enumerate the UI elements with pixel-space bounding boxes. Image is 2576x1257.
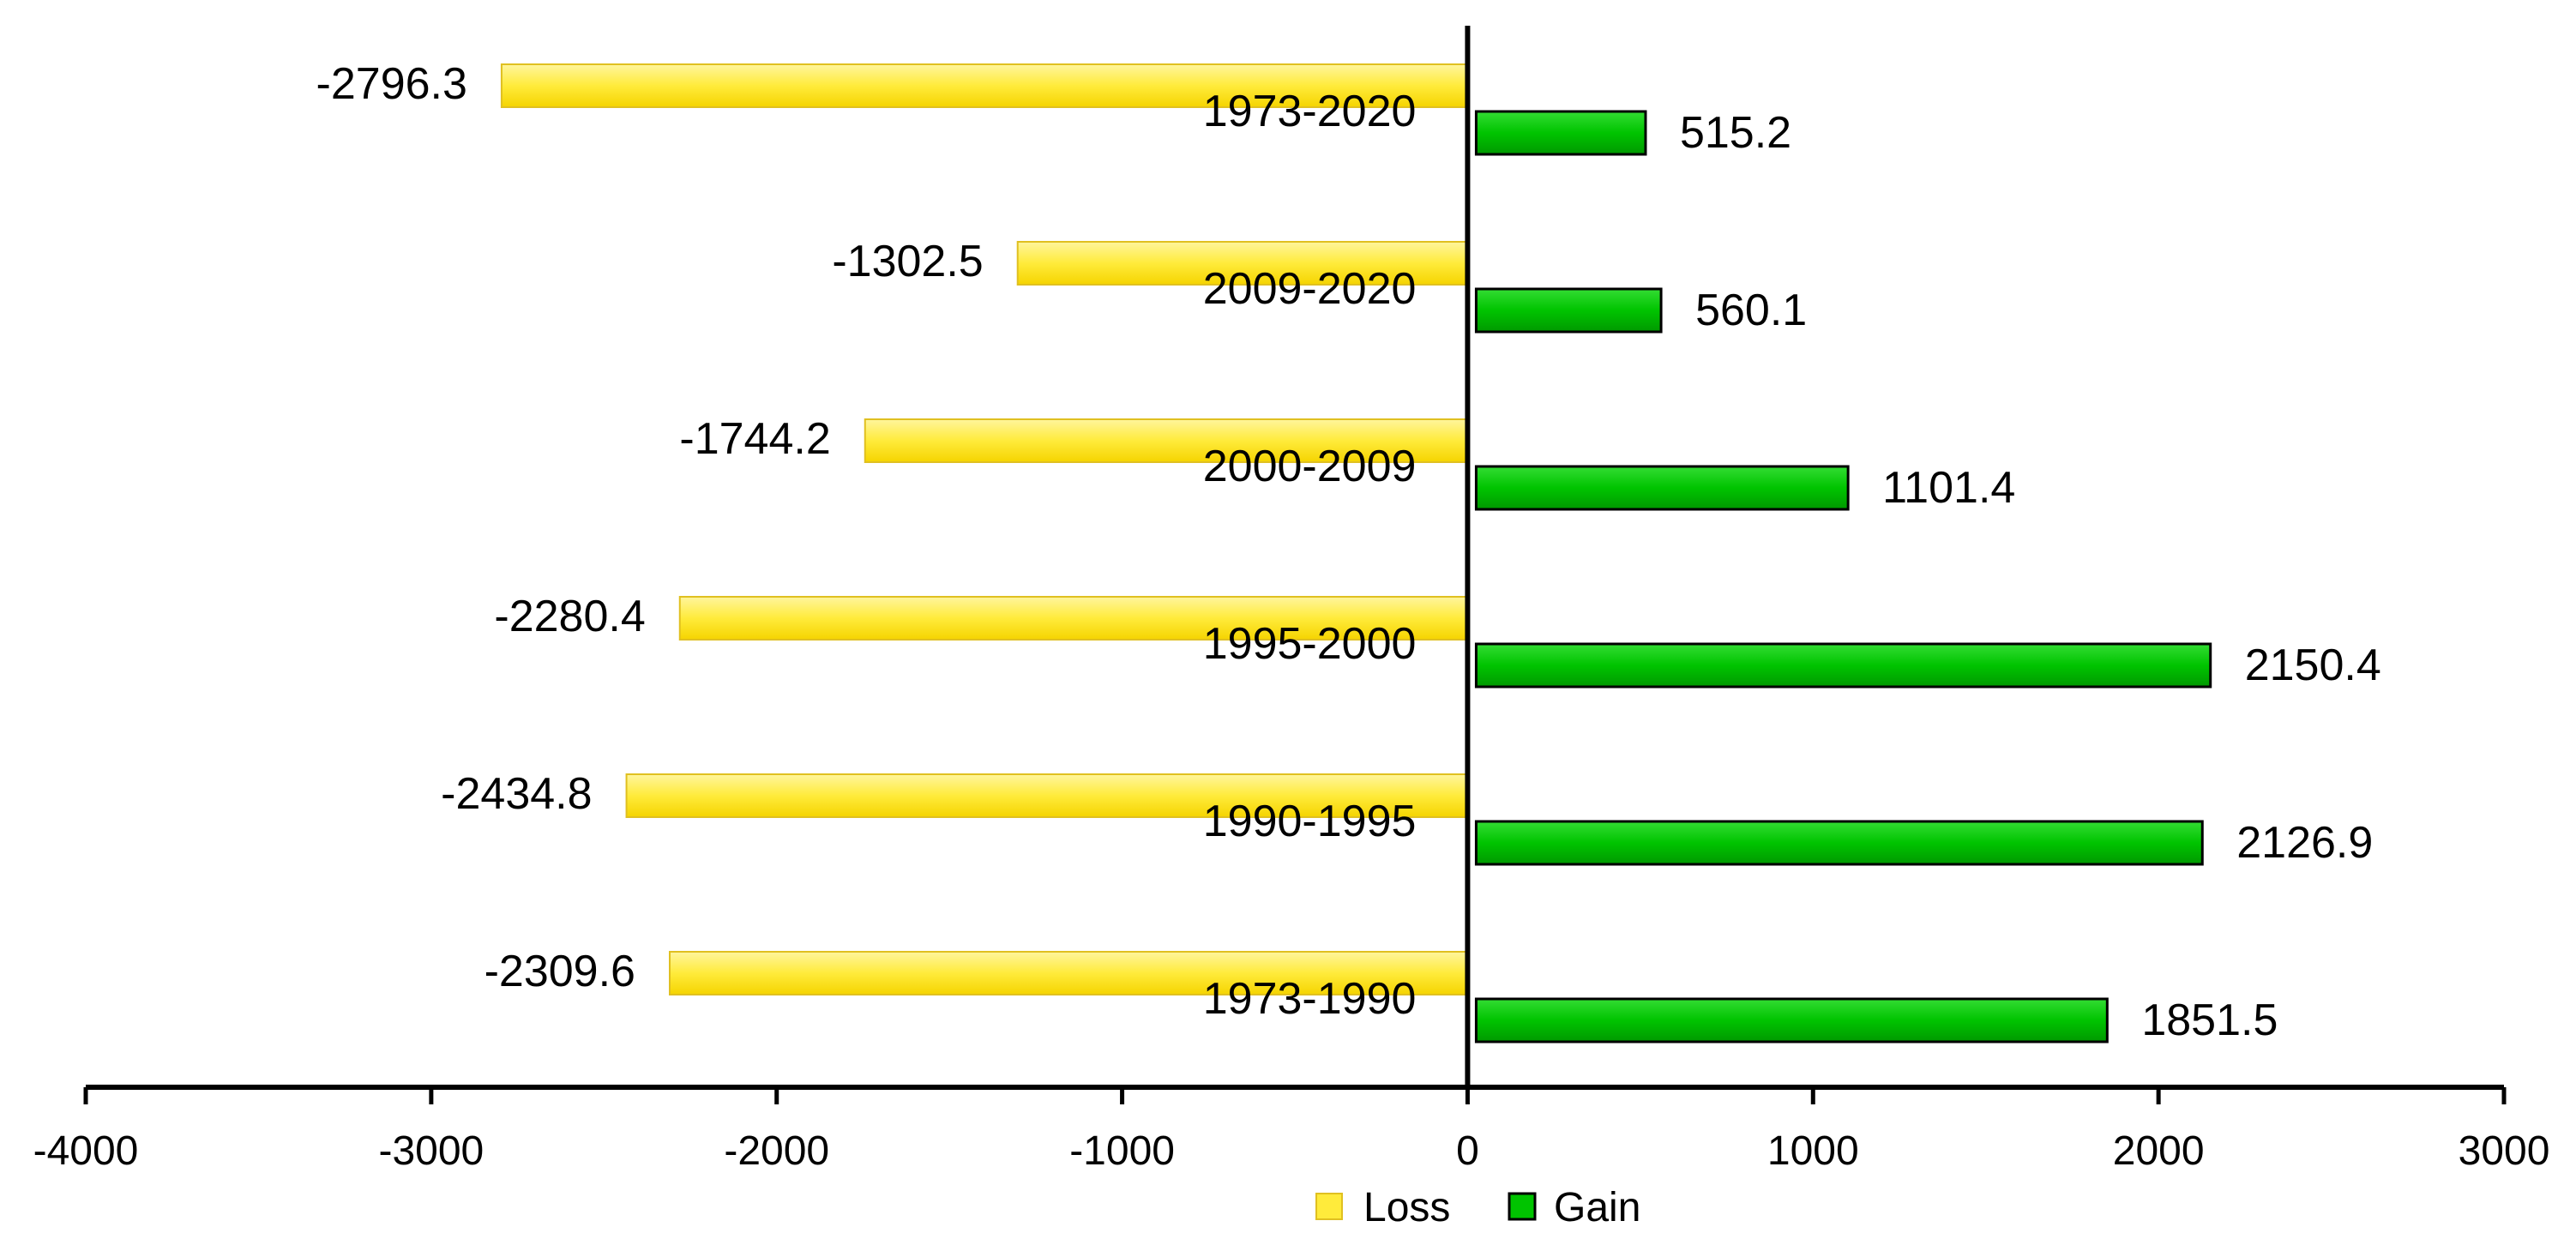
- x-tick-label: 2000: [2113, 1128, 2205, 1174]
- x-tick-label: 0: [1456, 1128, 1479, 1174]
- loss-bar: [1016, 241, 1469, 286]
- loss-value-label: -1744.2: [679, 414, 830, 464]
- x-tick-label: 3000: [2459, 1128, 2550, 1174]
- gain-value-label: 515.2: [1680, 108, 1791, 158]
- gain-bar: [1474, 110, 1647, 156]
- gain-value-label: 1101.4: [1882, 463, 2015, 513]
- loss-value-label: -2796.3: [316, 59, 467, 109]
- x-tick-label: -2000: [724, 1128, 829, 1174]
- loss-value-label: -2434.8: [441, 769, 592, 819]
- category-label: 1990-1995: [1203, 797, 1417, 846]
- gain-bar: [1474, 642, 2212, 689]
- x-tick-label: -4000: [33, 1128, 139, 1174]
- gain-bar: [1474, 287, 1663, 334]
- category-label: 1973-2020: [1203, 87, 1417, 136]
- gain-value-label: 2126.9: [2236, 818, 2373, 868]
- gain-bar: [1474, 820, 2204, 866]
- category-label: 2000-2009: [1203, 442, 1417, 491]
- axes-layer: -4000 -3000 -2000 -1000 0 1000 2000 3000: [33, 26, 2550, 1174]
- loss-value-label: -1302.5: [832, 237, 983, 286]
- gain-value-label: 560.1: [1695, 286, 1807, 335]
- category-label: 2009-2020: [1203, 264, 1417, 314]
- legend: Loss Gain: [1315, 1185, 1640, 1230]
- gain-bar: [1474, 465, 1850, 511]
- loss-bar: [625, 773, 1469, 818]
- legend-swatch-loss: [1315, 1193, 1343, 1220]
- category-label: 1973-1990: [1203, 974, 1417, 1024]
- legend-label-gain: Gain: [1554, 1185, 1640, 1230]
- gain-value-label: 1851.5: [2141, 995, 2278, 1045]
- bars-layer: [500, 63, 2212, 1043]
- loss-value-label: -2309.6: [485, 947, 635, 996]
- legend-swatch-gain: [1508, 1192, 1537, 1221]
- category-label: 1995-2000: [1203, 619, 1417, 669]
- gain-bar: [1474, 997, 2109, 1043]
- loss-bar: [500, 63, 1469, 108]
- loss-bar: [668, 951, 1469, 995]
- loss-bar: [864, 418, 1469, 463]
- x-tick-label: -3000: [378, 1128, 484, 1174]
- legend-label-loss: Loss: [1363, 1185, 1450, 1230]
- loss-value-label: -2280.4: [494, 592, 645, 641]
- gain-value-label: 2150.4: [2245, 641, 2381, 690]
- x-tick-label: 1000: [1767, 1128, 1859, 1174]
- x-tick-label: -1000: [1069, 1128, 1175, 1174]
- labels-layer: -2796.3 1973-2020 515.2 -1302.5 2009-2020 560…: [316, 59, 2381, 1045]
